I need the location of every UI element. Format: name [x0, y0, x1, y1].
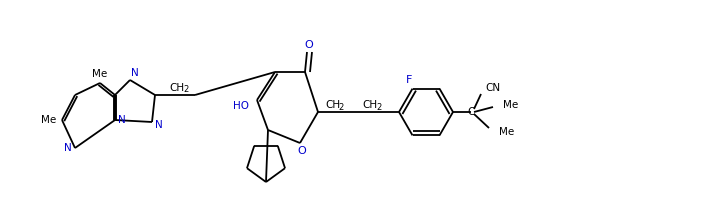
Text: CH: CH: [325, 100, 340, 110]
Text: 2: 2: [376, 103, 381, 112]
Text: HO: HO: [233, 101, 249, 111]
Text: 2: 2: [184, 85, 189, 95]
Text: Me: Me: [41, 115, 57, 125]
Text: F: F: [406, 75, 413, 85]
Text: Me: Me: [92, 69, 108, 79]
Text: Me: Me: [503, 100, 518, 110]
Text: CN: CN: [485, 83, 500, 93]
Text: O: O: [305, 40, 313, 50]
Text: N: N: [64, 143, 72, 153]
Text: CH: CH: [169, 83, 184, 93]
Text: CH: CH: [362, 100, 378, 110]
Text: O: O: [298, 146, 306, 156]
Text: 2: 2: [339, 103, 344, 112]
Text: Me: Me: [499, 127, 514, 137]
Text: C: C: [467, 107, 475, 117]
Text: N: N: [118, 115, 126, 125]
Text: N: N: [155, 120, 163, 130]
Text: N: N: [131, 68, 139, 78]
